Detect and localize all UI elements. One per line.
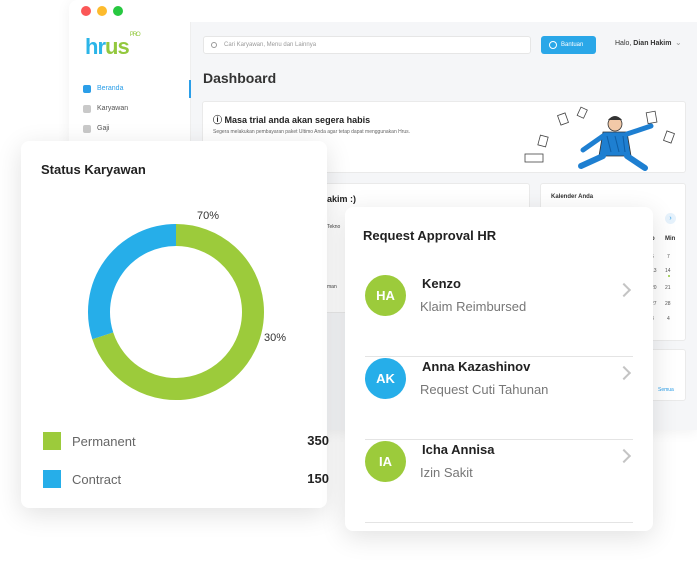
trial-title-text: Masa trial anda akan segera habis	[224, 115, 371, 125]
request-type: Request Cuti Tahunan	[420, 382, 549, 397]
legend-value: 150	[307, 471, 329, 486]
card-title: Status Karyawan	[41, 162, 146, 177]
legend-item-permanent: Permanent 350	[43, 432, 329, 450]
calendar-header-sun: Min	[665, 236, 676, 242]
donut-slice-permanent	[92, 224, 264, 400]
user-name: Dian Hakim	[633, 40, 672, 47]
requester-name: Kenzo	[422, 276, 461, 291]
employee-status-donut-chart	[88, 224, 264, 400]
logo-main: hr	[85, 34, 106, 59]
sidebar-item-gaji[interactable]: Gaji	[69, 120, 191, 138]
user-greeting[interactable]: Halo, Dian Hakim	[615, 40, 671, 47]
card-title: Request Approval HR	[363, 228, 497, 243]
see-all-link[interactable]: Semua	[658, 387, 674, 393]
trial-subtitle: Segera melakukan pembayaran paket Ultimo…	[213, 129, 411, 135]
search-placeholder: Cari Karyawan, Menu dan Lainnya	[224, 42, 317, 48]
request-item-anna[interactable]: AK Anna Kazashinov Request Cuti Tahunan	[365, 358, 633, 440]
legend-label: Permanent	[72, 434, 136, 449]
calendar-day[interactable]: 21	[665, 285, 671, 291]
request-type: Klaim Reimbursed	[420, 299, 527, 314]
request-item-icha[interactable]: IA Icha Annisa Izin Sakit	[365, 441, 633, 523]
sidebar-item-label: Beranda	[97, 85, 124, 92]
legend-swatch-contract	[43, 470, 61, 488]
sidebar-item-label: Gaji	[97, 125, 110, 132]
request-item-kenzo[interactable]: HA Kenzo Klaim Reimbursed	[365, 275, 633, 357]
minimize-window-button[interactable]	[97, 6, 107, 16]
sidebar-item-beranda[interactable]: Beranda	[69, 80, 191, 98]
calendar-day[interactable]: 13	[651, 268, 657, 274]
calendar-day[interactable]: 20	[651, 285, 657, 291]
avatar: HA	[365, 275, 406, 316]
hrus-logo[interactable]: hrusPRO	[85, 31, 141, 60]
chevron-right-icon[interactable]	[616, 365, 632, 381]
page-title: Dashboard	[203, 70, 277, 86]
maximize-window-button[interactable]	[113, 6, 123, 16]
donut-slice-contract	[88, 224, 177, 340]
card-text: man	[327, 284, 337, 290]
legend-swatch-permanent	[43, 432, 61, 450]
welcome-text: akim :)	[327, 194, 357, 204]
data-label-contract: 30%	[264, 332, 287, 344]
rushing-person-illustration	[524, 106, 675, 171]
home-icon	[83, 85, 91, 93]
wallet-icon	[83, 125, 91, 133]
request-approval-card: Request Approval HR HA Kenzo Klaim Reimb…	[345, 207, 653, 531]
calendar-title: Kalender Anda	[551, 194, 594, 200]
close-window-button[interactable]	[81, 6, 91, 16]
sidebar-item-label: Karyawan	[97, 105, 129, 112]
search-icon	[211, 42, 217, 48]
company-text: Tekno	[327, 224, 341, 230]
search-input[interactable]: Cari Karyawan, Menu dan Lainnya	[203, 36, 531, 54]
avatar: IA	[365, 441, 406, 482]
users-icon	[83, 105, 91, 113]
event-dot	[668, 275, 670, 277]
chevron-right-icon[interactable]	[616, 448, 632, 464]
status-karyawan-card: Status Karyawan 70% 30% Permanent 350 Co…	[21, 141, 329, 508]
trial-title: ⓘ Masa trial anda akan segera habis	[213, 115, 371, 125]
calendar-day[interactable]: 4	[667, 316, 670, 322]
calendar-day[interactable]: 7	[667, 254, 670, 260]
calendar-day[interactable]: 27	[651, 301, 657, 307]
data-label-permanent: 70%	[197, 210, 220, 222]
window-titlebar	[69, 0, 697, 22]
logo-accent: us	[105, 34, 130, 59]
chevron-down-icon[interactable]: ⌄	[675, 38, 682, 47]
logo-sup: PRO	[129, 31, 141, 38]
next-month-icon[interactable]: ›	[665, 213, 676, 224]
avatar: AK	[365, 358, 406, 399]
chevron-right-icon[interactable]	[616, 282, 632, 298]
help-label: Bantuan	[561, 42, 584, 48]
requester-name: Icha Annisa	[422, 442, 495, 457]
requester-name: Anna Kazashinov	[422, 359, 531, 374]
calendar-day[interactable]: 14	[665, 268, 671, 274]
legend-value: 350	[307, 433, 329, 448]
trial-banner: ⓘ Masa trial anda akan segera habis Sege…	[202, 101, 686, 173]
help-button[interactable]: Bantuan	[541, 36, 596, 54]
request-type: Izin Sakit	[420, 465, 473, 480]
legend-item-contract: Contract 150	[43, 470, 329, 488]
greeting-text: Halo,	[615, 40, 632, 47]
calendar-day[interactable]: 28	[665, 301, 671, 307]
help-icon	[549, 41, 557, 49]
legend-label: Contract	[72, 472, 122, 487]
sidebar-item-karyawan[interactable]: Karyawan	[69, 100, 191, 118]
